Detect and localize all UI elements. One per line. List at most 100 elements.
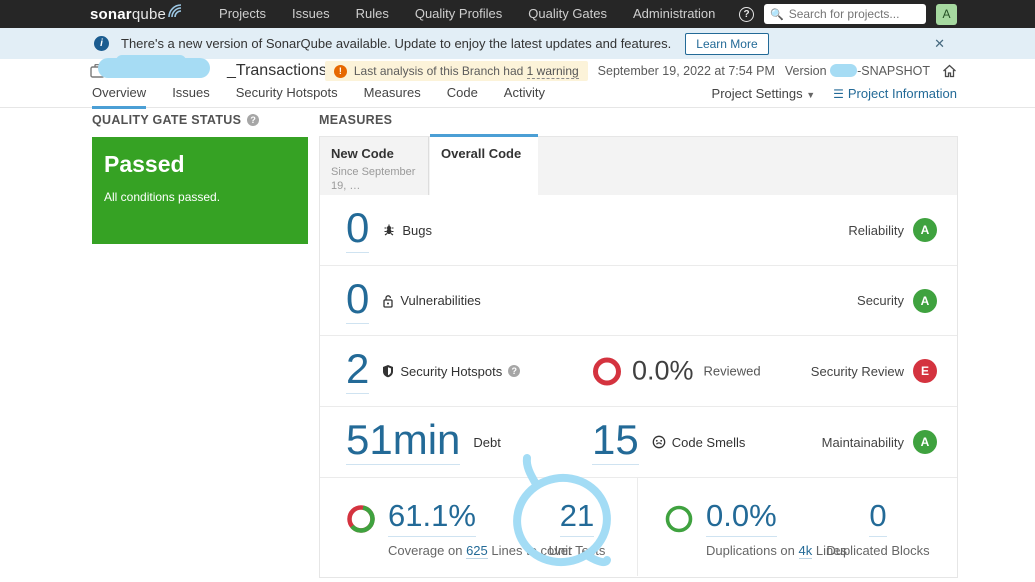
measure-row-bugs: 0 Bugs Reliability A [320,195,957,266]
measure-row-vulnerabilities: 0 Vulnerabilities Security A [320,266,957,336]
lock-icon [383,294,394,308]
info-icon: i [94,36,109,51]
nav-item-quality-gates[interactable]: Quality Gates [528,6,608,21]
debt-label-group: Debt [473,435,500,450]
quality-gate-status-box: Passed All conditions passed. [92,137,308,244]
vulnerabilities-label-group: Vulnerabilities [382,293,481,308]
security-review-rating-group: Security Review E [811,359,937,383]
reliability-rating-group: Reliability A [848,218,937,242]
vulnerabilities-label: Vulnerabilities [400,293,481,308]
debt-metric: 51min Debt [346,419,501,465]
debt-link[interactable]: 51min [346,416,461,465]
nav-item-issues[interactable]: Issues [292,6,330,21]
global-search[interactable]: 🔍 [764,4,926,24]
new-code-tab-title: New Code [331,146,394,161]
unit-tests-count-link[interactable]: 21 [559,500,595,537]
code-smell-icon [652,435,666,449]
duplicated-blocks-label: Duplicated Blocks [826,543,930,558]
bugs-count-link[interactable]: 0 [346,204,370,253]
version-suffix: -SNAPSHOT [857,64,930,78]
tabbar-right: Project Settings ▼ ☰ Project Information [712,86,957,101]
code-smells-metric: 15 Code Smells [592,419,745,465]
user-avatar[interactable]: A [936,3,957,25]
security-review-rating-badge: E [913,359,937,383]
sonarqube-logo[interactable]: sonar qube [90,4,184,23]
update-banner: i There's a new version of SonarQube ava… [0,28,1035,59]
nav-item-rules[interactable]: Rules [355,6,389,21]
duplications-percent-block: 0.0% Duplications on 4k Lines [706,500,847,559]
coverage-cell: 61.1% Coverage on 625 Lines to cover 21 … [320,478,638,576]
banner-message: There's a new version of SonarQube avail… [121,36,672,51]
analysis-date: September 19, 2022 at 7:54 PM [597,64,775,78]
coverage-ring-icon [347,505,375,533]
chevron-down-icon: ▼ [806,90,816,100]
quality-gate-help-icon[interactable]: ? [247,114,260,126]
unit-tests-block: 21 Unit Tests [532,500,622,558]
warning-count-link[interactable]: 1 warning [526,64,579,79]
home-icon[interactable] [942,64,957,78]
tab-overall-code[interactable]: Overall Code [430,134,538,196]
project-tabbar: Overview Issues Security Hotspots Measur… [0,85,1035,109]
vulnerabilities-count-link[interactable]: 0 [346,274,370,324]
hotspots-help-icon[interactable]: ? [508,365,521,377]
new-code-since: Since September 19, … [331,166,416,193]
quality-gate-heading: QUALITY GATE STATUS ? [92,113,260,127]
project-settings-label: Project Settings [711,86,803,101]
bugs-metric: 0 Bugs [346,207,432,253]
nav-item-projects[interactable]: Projects [219,6,266,21]
bugs-label: Bugs [402,222,432,238]
quality-gate-subtext: All conditions passed. [104,190,221,204]
hotspots-label: Security Hotspots [400,363,503,379]
reviewed-metric: 0.0% Reviewed [592,356,761,387]
project-header: _Transactions ☆ master i ! Last analysis… [0,55,1035,85]
unit-tests-label: Unit Tests [548,543,606,558]
warning-icon: ! [333,64,347,78]
tab-issues[interactable]: Issues [172,85,210,100]
coverage-caption-prefix: Coverage on [388,543,463,558]
tab-new-code[interactable]: New Code Since September 19, … Started 3… [320,137,429,221]
warning-text-prefix: Last analysis of this Branch had [353,64,524,78]
nav-item-administration[interactable]: Administration [633,6,716,21]
reviewed-label: Reviewed [703,363,761,379]
measures-heading-text: MEASURES [319,113,393,127]
nav-item-quality-profiles[interactable]: Quality Profiles [414,6,503,21]
redacted-project-name [98,55,210,78]
learn-more-button[interactable]: Learn More [685,32,769,55]
project-settings-menu[interactable]: Project Settings ▼ [712,86,816,101]
lines-to-cover-link[interactable]: 625 [466,543,488,559]
duplications-caption: Duplications on 4k Lines [706,543,847,559]
measure-row-security-hotspots: 2 Security Hotspots ? 0.0% Reviewed [320,336,957,407]
duplication-lines-link[interactable]: 4k [798,543,813,559]
tab-code[interactable]: Code [446,85,478,100]
coverage-percent-link[interactable]: 61.1% [388,500,476,537]
duplications-percent-link[interactable]: 0.0% [706,500,777,537]
security-rating-badge: A [913,288,937,313]
maintainability-label: Maintainability [821,434,904,450]
version-text: Version -SNAPSHOT [785,64,930,78]
search-icon: 🔍 [770,8,784,21]
vulnerabilities-metric: 0 Vulnerabilities [346,274,481,324]
duplicated-blocks-count-link[interactable]: 0 [869,500,887,537]
hotspots-count-link[interactable]: 2 [346,345,370,394]
close-banner-icon[interactable]: ✕ [934,35,945,51]
duplications-caption-prefix: Duplications on [706,543,795,558]
measures-panel: 0 Bugs Reliability A 0 [319,195,958,578]
maintainability-rating-group: Maintainability A [822,430,937,454]
duplications-ring-icon [665,505,693,533]
security-review-label: Security Review [810,363,904,379]
code-smells-label-group: Code Smells [652,434,746,450]
overall-code-tab-title: Overall Code [441,146,522,161]
search-input[interactable] [788,7,919,21]
tab-overview[interactable]: Overview [92,85,147,109]
tab-activity[interactable]: Activity [503,85,545,100]
warning-text: Last analysis of this Branch had 1 warni… [353,64,579,79]
tab-measures[interactable]: Measures [363,85,421,100]
reviewed-ring-icon [593,357,621,385]
reliability-label: Reliability [848,222,904,238]
project-information-button[interactable]: ☰ Project Information [833,86,957,101]
tab-security-hotspots[interactable]: Security Hotspots [235,85,338,100]
code-smells-label: Code Smells [671,434,746,450]
help-icon[interactable]: ? [739,6,754,22]
code-smells-count-link[interactable]: 15 [592,416,639,465]
